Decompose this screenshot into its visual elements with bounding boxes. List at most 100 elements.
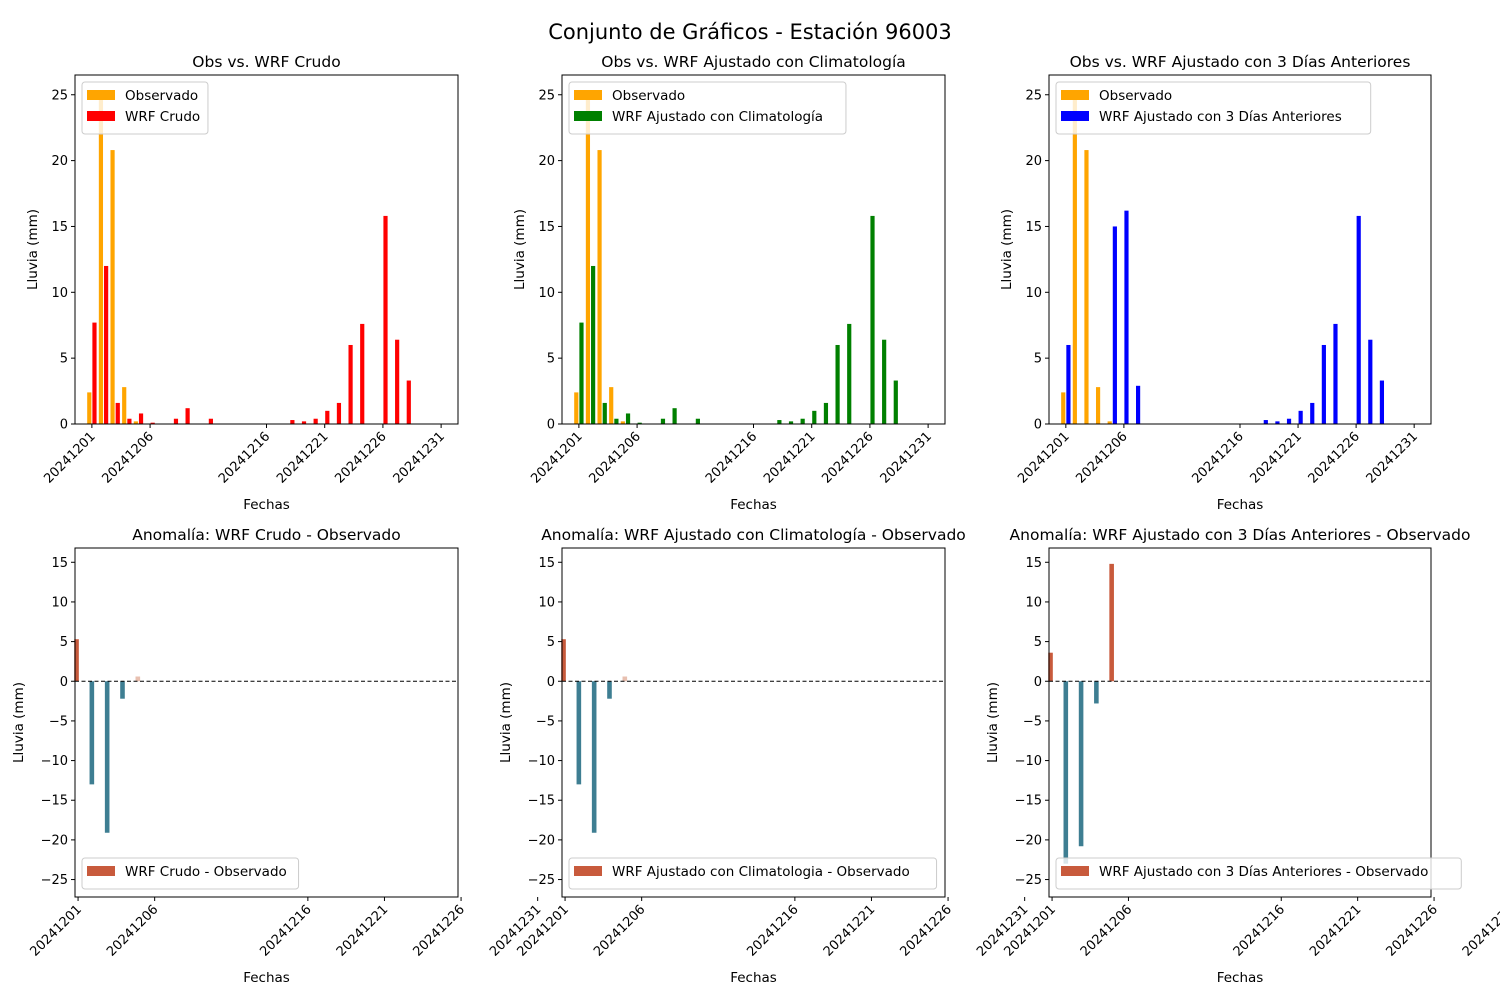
bar-observado-20241202: [1072, 94, 1077, 425]
bar-observado-20241201: [574, 392, 579, 424]
y-tick-label: 10: [1025, 595, 1042, 610]
y-tick-label: 0: [60, 675, 68, 690]
bar-wrf-20241206: [1124, 210, 1129, 424]
y-tick-label: 5: [1034, 352, 1042, 367]
x-tick-label: 20241231: [1364, 429, 1421, 486]
bar-observado-20241202: [98, 94, 104, 425]
y-axis: 0 5 10 15 20 25: [1025, 88, 1049, 433]
bars: [574, 94, 898, 425]
legend: Observado WRF Crudo: [81, 81, 209, 135]
legend-label: WRF Ajustado con Climatología: [612, 109, 823, 125]
bar-wrf-20241223: [835, 344, 840, 424]
y-tick-label: 10: [51, 286, 68, 301]
y-tick-label: −20: [41, 833, 68, 848]
bar-wrf-20241228: [406, 380, 411, 424]
bar-wrf-20241223: [348, 344, 353, 424]
bar-wrf-20241226: [1356, 215, 1361, 424]
y-tick-label: 20: [51, 154, 68, 169]
bars: [87, 94, 411, 425]
x-axis-label: Fechas: [1217, 497, 1264, 513]
legend-label: WRF Crudo - Observado: [125, 864, 287, 880]
bar-observado-20241204: [122, 387, 127, 424]
legend: WRF Ajustado con 3 Días Anteriores - Obs…: [1055, 857, 1462, 890]
bar-wrf-20241201: [1066, 344, 1071, 424]
y-axis: 0 5 10 15 20 25: [538, 88, 562, 433]
y-tick-label: 25: [538, 88, 555, 103]
bar-observado-20241205: [1107, 421, 1112, 424]
x-tick-label: 20241201: [528, 429, 585, 486]
chart-title: Obs vs. WRF Ajustado con 3 Días Anterior…: [1070, 53, 1411, 71]
x-tick-label: 20241201: [41, 429, 98, 486]
bar-observado-20241204: [1095, 387, 1101, 424]
bar-wrf-20241220: [1286, 418, 1292, 424]
legend-label: WRF Crudo: [125, 109, 200, 125]
x-tick-label: 20241216: [744, 902, 801, 959]
x-tick-label: 20241221: [1247, 429, 1304, 486]
y-tick-label: 5: [60, 352, 68, 367]
bar-anomaly-20241205: [135, 676, 141, 682]
bar-wrf-20241204: [127, 418, 132, 424]
y-tick-label: 0: [1034, 418, 1042, 433]
bar-wrf-20241218: [290, 420, 295, 424]
bar-wrf-20241222: [823, 402, 829, 424]
legend: Observado WRF Ajustado con 3 Días Anterio…: [1055, 81, 1372, 135]
x-tick-label: 20241221: [1307, 902, 1364, 959]
x-tick-label: 20241221: [821, 902, 878, 959]
figure-title: Conjunto de Gráficos - Estación 96003: [548, 20, 952, 44]
x-tick-label: 20241226: [1306, 429, 1363, 486]
x-tick-label: 20241206: [100, 429, 157, 486]
x-tick-label: 20241221: [274, 429, 331, 486]
y-tick-label: 20: [1025, 154, 1042, 169]
bar-anomaly-20241205: [622, 676, 628, 682]
x-tick-label: 20241226: [1383, 902, 1440, 959]
legend-swatch: [1061, 111, 1089, 121]
bar-observado-20241202: [585, 94, 591, 425]
bar-wrf-20241209: [185, 408, 190, 424]
bar-wrf-20241221: [1298, 410, 1303, 424]
y-tick-label: −25: [41, 873, 68, 888]
bar-wrf-20241222: [336, 402, 342, 424]
bar-wrf-20241227: [882, 339, 887, 424]
bar-wrf-20241220: [800, 418, 805, 424]
bar-wrf-20241220: [313, 418, 318, 424]
y-tick-label: −5: [1023, 714, 1042, 729]
bars: [74, 639, 141, 833]
y-tick-label: 25: [51, 88, 68, 103]
bar-anomaly-20241203: [1078, 681, 1084, 847]
x-tick-label: 20241226: [819, 429, 876, 486]
y-axis-label: Lluvia (mm): [999, 209, 1015, 290]
bar-wrf-20241221: [812, 410, 817, 424]
bar-wrf-20241205: [138, 413, 144, 424]
x-tick-label: 20241216: [1189, 429, 1246, 486]
y-tick-label: 10: [1025, 286, 1042, 301]
y-tick-label: 20: [538, 154, 555, 169]
y-tick-label: 10: [538, 595, 555, 610]
y-tick-label: 15: [1025, 556, 1042, 571]
x-axis-label: Fechas: [243, 970, 290, 986]
y-tick-label: 5: [547, 635, 555, 650]
bar-wrf-20241205: [625, 413, 631, 424]
bar-wrf-20241201: [579, 322, 584, 424]
legend-swatch: [87, 90, 115, 100]
bar-wrf-20241206: [150, 422, 155, 424]
x-tick-label: 20241216: [257, 902, 314, 959]
y-axis: −25 −20 −15 −10 −5 0 5 10 15: [1015, 556, 1049, 888]
x-tick-label: 20241206: [591, 902, 648, 959]
y-tick-label: 15: [538, 556, 555, 571]
y-axis-label: Lluvia (mm): [498, 682, 514, 763]
bar-observado-20241204: [609, 387, 614, 424]
legend-box: [568, 81, 847, 135]
x-tick-label: 20241206: [587, 429, 644, 486]
legend-swatch: [87, 866, 115, 876]
bar-wrf-20241219: [788, 421, 794, 424]
y-axis-label: Lluvia (mm): [512, 209, 528, 290]
y-tick-label: −15: [41, 794, 68, 809]
bars: [1048, 563, 1114, 864]
bar-observado-20241203: [110, 150, 115, 424]
bar-anomaly-20241204: [1094, 681, 1099, 704]
bar-wrf-20241227: [1368, 339, 1373, 424]
bar-wrf-20241211: [208, 418, 213, 424]
x-tick-label: 20241201: [1015, 429, 1072, 486]
x-tick-label: 20241216: [216, 429, 273, 486]
